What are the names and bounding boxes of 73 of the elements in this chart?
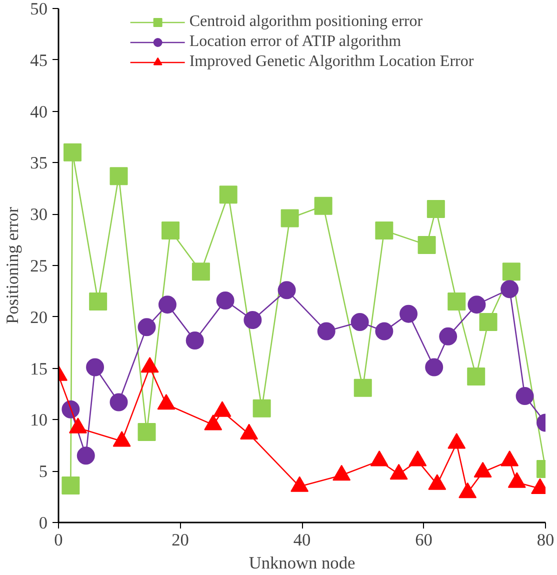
point [425, 358, 444, 376]
y-tick-label: 5 [38, 462, 48, 482]
y-tick-label: 35 [30, 154, 48, 173]
point [216, 291, 234, 310]
point [317, 322, 336, 340]
x-tick-label: 40 [293, 530, 311, 550]
legend-label: Improved Genetic Algorithm Location Error [189, 53, 474, 71]
y-tick-label: 25 [30, 256, 48, 276]
y-axis-title: Positioning error [3, 206, 22, 324]
point [192, 262, 210, 281]
point [186, 332, 204, 350]
point [390, 464, 408, 480]
y-tick-label: 30 [30, 205, 48, 224]
point [204, 414, 222, 430]
point [244, 311, 262, 329]
y-tick-label: 45 [30, 50, 48, 70]
point [350, 313, 369, 332]
legend-label: Centroid algorithm positioning error [189, 13, 423, 31]
point [89, 292, 108, 310]
y-tick-label: 0 [38, 514, 48, 532]
point [375, 222, 394, 240]
x-tick-label: 20 [172, 530, 189, 550]
y-tick-label: 40 [30, 102, 48, 122]
point [138, 318, 156, 336]
point [162, 222, 180, 240]
point [252, 399, 271, 418]
point [500, 280, 519, 298]
x-axis-title: Unknown node [248, 554, 356, 572]
point [354, 378, 372, 397]
point [332, 464, 351, 481]
point [375, 322, 394, 340]
point [112, 430, 131, 447]
point [64, 143, 82, 162]
point [428, 474, 446, 490]
point [213, 401, 232, 417]
point [278, 281, 296, 300]
legend-label: Location error of ATIP algorithm [189, 33, 402, 51]
point [439, 327, 458, 346]
point [408, 450, 427, 466]
point [467, 368, 486, 386]
point [219, 186, 238, 204]
point [474, 462, 492, 478]
point [157, 394, 176, 410]
point [314, 196, 332, 215]
y-tick-label: 10 [30, 410, 48, 430]
point [158, 296, 176, 314]
point [448, 433, 466, 449]
point [110, 393, 128, 412]
point [86, 358, 104, 376]
x-tick-label: 0 [54, 530, 63, 550]
point [68, 418, 87, 434]
point [426, 200, 445, 218]
point [458, 482, 477, 498]
point [280, 209, 299, 228]
point [479, 313, 498, 332]
point [370, 450, 388, 466]
x-tick-label: 80 [536, 530, 554, 550]
point [62, 400, 80, 418]
point [508, 472, 526, 488]
point [500, 450, 519, 466]
y-tick-label: 50 [30, 0, 48, 18]
y-tick-label: 15 [30, 359, 48, 378]
point [418, 236, 436, 254]
point [290, 476, 309, 492]
point [448, 292, 466, 310]
point [516, 387, 534, 406]
point [468, 296, 486, 314]
y-tick-label: 20 [30, 308, 48, 327]
point [110, 167, 128, 186]
point [240, 424, 258, 440]
point [400, 304, 418, 323]
x-tick-label: 60 [415, 530, 432, 550]
point [502, 262, 520, 281]
